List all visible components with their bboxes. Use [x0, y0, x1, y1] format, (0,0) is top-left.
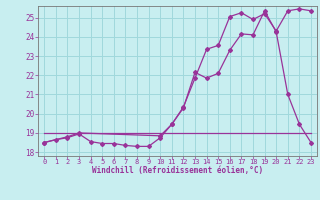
X-axis label: Windchill (Refroidissement éolien,°C): Windchill (Refroidissement éolien,°C)	[92, 166, 263, 175]
